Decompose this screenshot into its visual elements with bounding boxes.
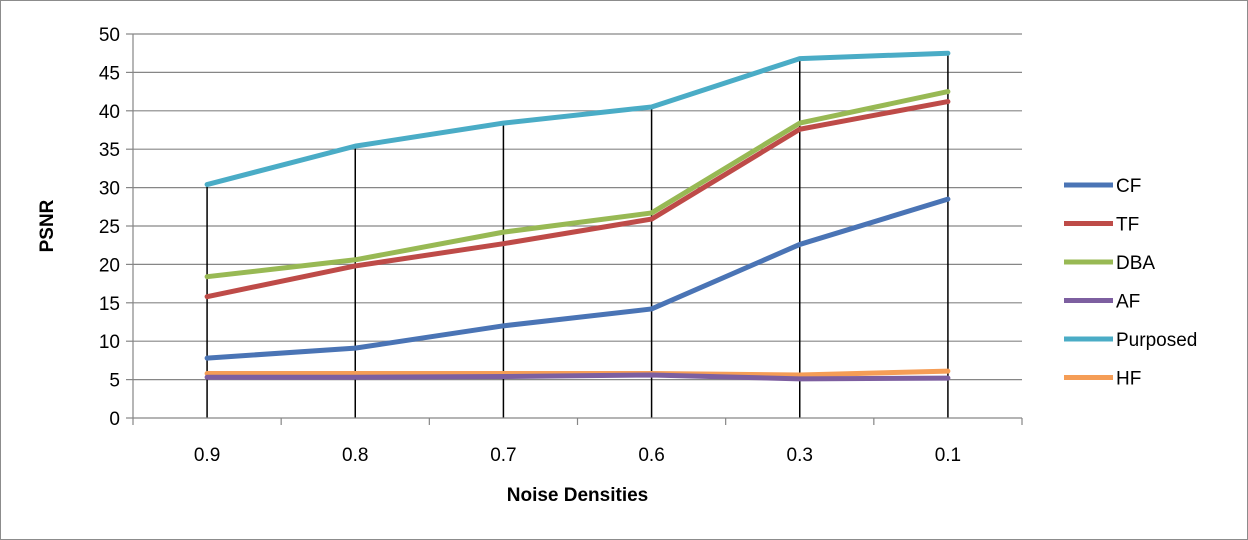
legend-item-af: AF xyxy=(1064,292,1140,313)
legend-item-tf: TF xyxy=(1064,215,1139,236)
y-tick-label: 50 xyxy=(99,25,120,46)
series-line xyxy=(204,372,951,382)
y-tick-label: 45 xyxy=(99,63,120,84)
series-line xyxy=(204,50,951,188)
legend-item-cf: CF xyxy=(1064,176,1141,197)
series-af xyxy=(204,372,951,382)
series-line xyxy=(204,99,951,300)
y-tick-label: 0 xyxy=(109,409,120,430)
y-tick-label: 20 xyxy=(99,255,120,276)
series-dba xyxy=(204,89,951,280)
x-tick-label: 0.1 xyxy=(935,445,961,466)
y-tick-labels: 0 5 10 15 20 25 30 35 40 45 50 xyxy=(99,25,120,430)
x-tick-label: 0.3 xyxy=(787,445,813,466)
legend-label: CF xyxy=(1116,176,1141,197)
legend-label: TF xyxy=(1116,215,1139,236)
y-tick-label: 30 xyxy=(99,179,120,200)
y-axis-title: PSNR xyxy=(37,199,58,252)
x-axis-title: Noise Densities xyxy=(507,485,649,506)
y-tick-label: 10 xyxy=(99,332,120,353)
legend-label: DBA xyxy=(1116,253,1155,274)
axes xyxy=(132,34,1023,425)
x-tick-label: 0.8 xyxy=(342,445,368,466)
y-tick-label: 15 xyxy=(99,294,120,315)
y-tick-label: 40 xyxy=(99,102,120,123)
y-tick-label: 5 xyxy=(109,371,120,392)
legend-label: Purposed xyxy=(1116,330,1197,351)
x-tick-label: 0.7 xyxy=(490,445,516,466)
x-tick-label: 0.9 xyxy=(194,445,220,466)
x-tick-label: 0.6 xyxy=(638,445,664,466)
legend-item-dba: DBA xyxy=(1064,253,1155,274)
legend: CF TF DBA AF Purposed HF xyxy=(1064,176,1197,390)
series-line xyxy=(204,89,951,280)
series-line xyxy=(204,196,951,361)
series-purposed xyxy=(204,50,951,188)
legend-item-purposed: Purposed xyxy=(1064,330,1197,351)
y-tick-label: 35 xyxy=(99,140,120,161)
legend-item-hf: HF xyxy=(1064,369,1141,390)
x-tick-labels: 0.9 0.8 0.7 0.6 0.3 0.1 xyxy=(194,445,961,466)
series-tf xyxy=(204,99,951,300)
legend-label: HF xyxy=(1116,369,1141,390)
gridlines xyxy=(126,33,1022,419)
legend-label: AF xyxy=(1116,292,1140,313)
series-cf xyxy=(204,196,951,361)
series-layer xyxy=(204,50,951,382)
y-tick-label: 25 xyxy=(99,217,120,238)
